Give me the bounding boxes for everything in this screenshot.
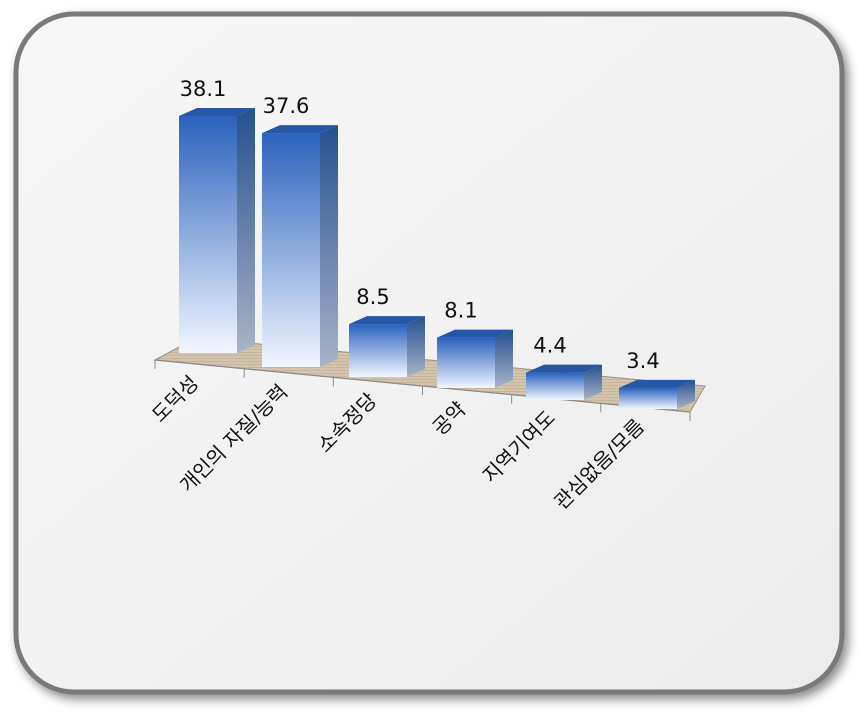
value-label: 3.4 (626, 349, 659, 373)
bar-side (407, 316, 425, 377)
bar (437, 329, 513, 388)
x-axis (154, 359, 691, 421)
bar-side (495, 329, 513, 388)
bar-front (526, 372, 584, 400)
bar (526, 364, 602, 400)
bar-front (619, 387, 677, 409)
bar-front (349, 324, 407, 377)
bar-side (584, 364, 602, 400)
bar-top (179, 108, 255, 116)
bar-top (526, 364, 602, 373)
value-label: 37.6 (263, 94, 310, 118)
value-label: 4.4 (533, 334, 566, 358)
bar-side (320, 125, 338, 368)
bar-front (437, 337, 495, 388)
chart-background (13, 11, 845, 695)
bar (179, 108, 255, 353)
value-label: 8.1 (444, 299, 477, 323)
value-label: 8.5 (356, 285, 389, 309)
bar (349, 316, 425, 377)
bar (619, 379, 695, 409)
bar-side (677, 379, 695, 409)
value-label: 38.1 (180, 77, 227, 101)
bar-front (179, 116, 237, 353)
value-labels: 38.1 37.6 8.5 8.1 4.4 3.4 (180, 77, 660, 373)
bar (262, 125, 338, 368)
bar-top (349, 316, 425, 325)
bar-front (262, 133, 320, 367)
bar-side (237, 108, 255, 353)
bars (179, 108, 695, 409)
bar-top (262, 125, 338, 134)
bar-top (437, 329, 513, 338)
bar-top (619, 379, 695, 388)
